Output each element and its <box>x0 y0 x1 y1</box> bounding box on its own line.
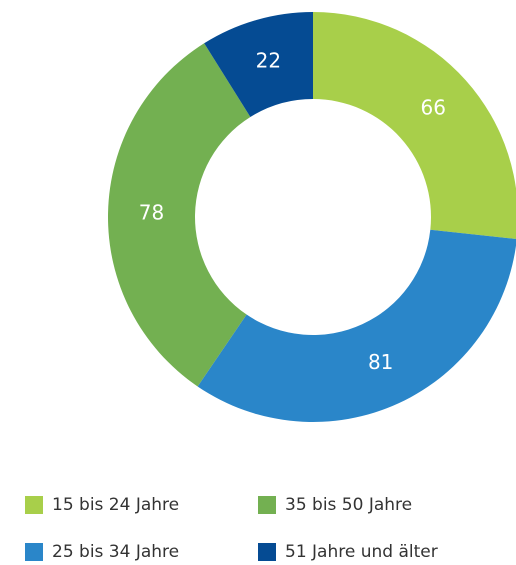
legend-label: 35 bis 50 Jahre <box>285 495 412 515</box>
legend-label: 51 Jahre und älter <box>285 542 438 562</box>
legend-swatch <box>25 496 43 514</box>
legend-swatch <box>258 496 276 514</box>
legend-label: 15 bis 24 Jahre <box>52 495 179 515</box>
donut-slice <box>204 12 313 118</box>
legend-swatch <box>258 543 276 561</box>
value-label: 78 <box>139 200 164 224</box>
donut-slice <box>107 43 251 387</box>
donut-slice <box>197 229 516 422</box>
legend-label: 25 bis 34 Jahre <box>52 542 179 562</box>
value-label: 66 <box>420 96 445 120</box>
value-label: 81 <box>368 350 393 374</box>
donut-slice <box>313 12 516 240</box>
value-label: 22 <box>256 48 281 72</box>
legend-swatch <box>25 543 43 561</box>
